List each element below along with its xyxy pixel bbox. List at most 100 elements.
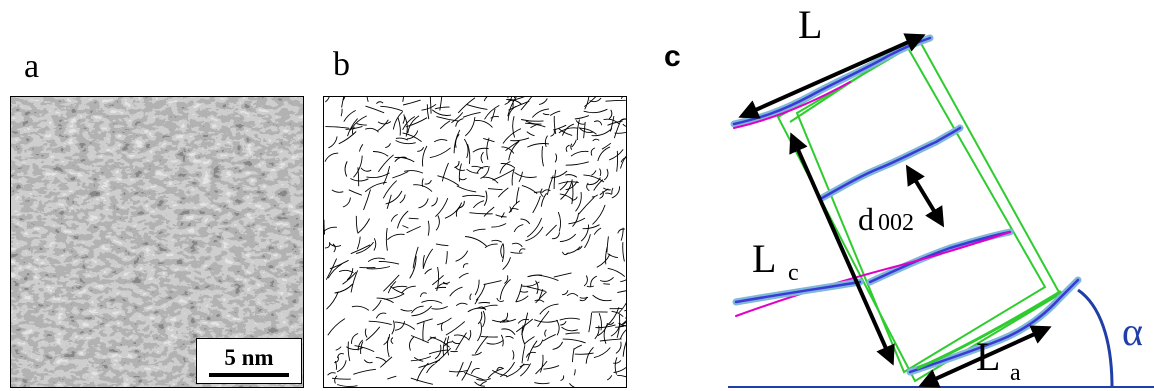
- fringe-segment: [441, 162, 449, 182]
- fringe-segment: [350, 270, 359, 293]
- fringe-segment: [534, 191, 543, 194]
- fringe-segment: [372, 151, 389, 157]
- fringe-segment: [510, 137, 530, 142]
- fringe-segment: [525, 226, 544, 242]
- fringe-segment: [624, 309, 626, 312]
- fringe-segment: [490, 116, 500, 119]
- fringe-segment: [471, 165, 484, 169]
- fringe-segment: [357, 218, 371, 234]
- fringe-segment: [385, 143, 391, 149]
- fringe-segment: [544, 135, 548, 148]
- fringe-segment: [499, 161, 511, 174]
- fringe-segment: [513, 224, 524, 233]
- fringe-segment: [467, 143, 471, 164]
- fringe-segment: [347, 341, 351, 362]
- fringe-segment: [539, 98, 548, 105]
- fringe-segment: [334, 283, 354, 294]
- fringe-segment: [458, 163, 462, 182]
- svg-text:L: L: [976, 334, 1000, 379]
- fringe-segment: [382, 180, 398, 199]
- fringe-segment: [511, 242, 523, 248]
- fringe-segment: [474, 279, 480, 296]
- fringe-segment: [565, 161, 589, 166]
- fringe-segment: [472, 147, 489, 153]
- fringe-segment: [395, 140, 416, 145]
- fringe-segment: [483, 280, 502, 286]
- fringe-segment: [534, 319, 559, 323]
- fringe-segment: [540, 192, 547, 207]
- fringe-segment: [584, 97, 590, 110]
- arrow-L: [738, 33, 926, 119]
- fringe-segment: [617, 290, 626, 294]
- fringe-segment: [385, 190, 403, 205]
- hrtem-micrograph: 5 nm: [10, 96, 304, 388]
- fringe-segment: [561, 326, 578, 332]
- fringe-segment: [429, 147, 451, 159]
- fringe-segment: [475, 283, 486, 301]
- fringe-segment: [588, 312, 593, 333]
- fringe-segment: [592, 294, 612, 302]
- fringe-segment: [542, 333, 556, 342]
- fringe-segment: [572, 212, 580, 227]
- fringe-segment: [592, 138, 600, 142]
- fringe-segment: [593, 227, 602, 235]
- fringe-segment: [540, 188, 544, 197]
- fringe-segment: [363, 359, 373, 364]
- fringe-segment: [571, 182, 574, 205]
- fringe-segment: [383, 334, 391, 346]
- fringe-segment: [420, 292, 427, 297]
- fringe-segment: [382, 166, 391, 185]
- fringe-segment: [577, 245, 583, 251]
- fringe-segment: [451, 340, 460, 345]
- fringe-segment: [422, 248, 434, 269]
- fringe-segment: [595, 324, 616, 329]
- fringe-segment: [469, 293, 472, 301]
- fringe-segment: [346, 346, 364, 350]
- fringe-segment: [472, 200, 485, 209]
- fringe-segment: [405, 117, 428, 128]
- fringe-segment: [526, 131, 535, 137]
- fringe-parameter-schematic: L d 002 L c L a α: [728, 2, 1154, 388]
- fringe-segment: [429, 336, 450, 348]
- fringe-segment: [365, 127, 379, 133]
- fringe-segment: [350, 178, 369, 182]
- fringe-segment: [515, 318, 534, 333]
- fringe-segment: [622, 242, 625, 262]
- fringe-segment: [560, 375, 565, 382]
- fringe-segment: [500, 163, 516, 169]
- fringe-segment: [380, 105, 403, 112]
- fringe-segment: [411, 305, 432, 317]
- fringe-segment: [470, 368, 480, 374]
- fringe-segment: [477, 322, 482, 342]
- fringe-segment: [448, 369, 468, 373]
- fringe-segment: [510, 251, 523, 254]
- fringe-segment: [338, 131, 357, 145]
- fringe-segment: [472, 228, 486, 232]
- fringe-segment: [556, 319, 560, 336]
- fringe-segment: [580, 127, 597, 135]
- fringe-segment: [421, 103, 437, 111]
- fringe-segment: [500, 361, 515, 378]
- fringe-segment: [417, 147, 425, 152]
- fringe-segment: [544, 329, 547, 337]
- fringe-segment: [613, 366, 626, 373]
- fringe-segment: [491, 223, 507, 228]
- fringe-segment: [578, 127, 594, 133]
- fringe-segment: [368, 320, 392, 326]
- fringe-segment: [353, 155, 363, 178]
- fringe-segment: [407, 115, 420, 134]
- fringe-segment: [455, 332, 467, 351]
- scale-bar-line: [209, 373, 289, 377]
- fringe-segment: [426, 363, 435, 374]
- fringe-segment: [428, 349, 448, 355]
- fringe-segment: [582, 224, 600, 230]
- fringe-skeleton-drawing: [324, 97, 626, 387]
- fringe-segment: [337, 384, 358, 387]
- fringe-segment: [578, 196, 595, 215]
- fringe-segment: [436, 116, 460, 122]
- fringe-segment: [422, 321, 425, 342]
- fringe-segment: [512, 350, 515, 360]
- fringe-segment: [593, 347, 611, 359]
- fringe-segment: [335, 346, 342, 351]
- fringe-segment: [408, 217, 419, 220]
